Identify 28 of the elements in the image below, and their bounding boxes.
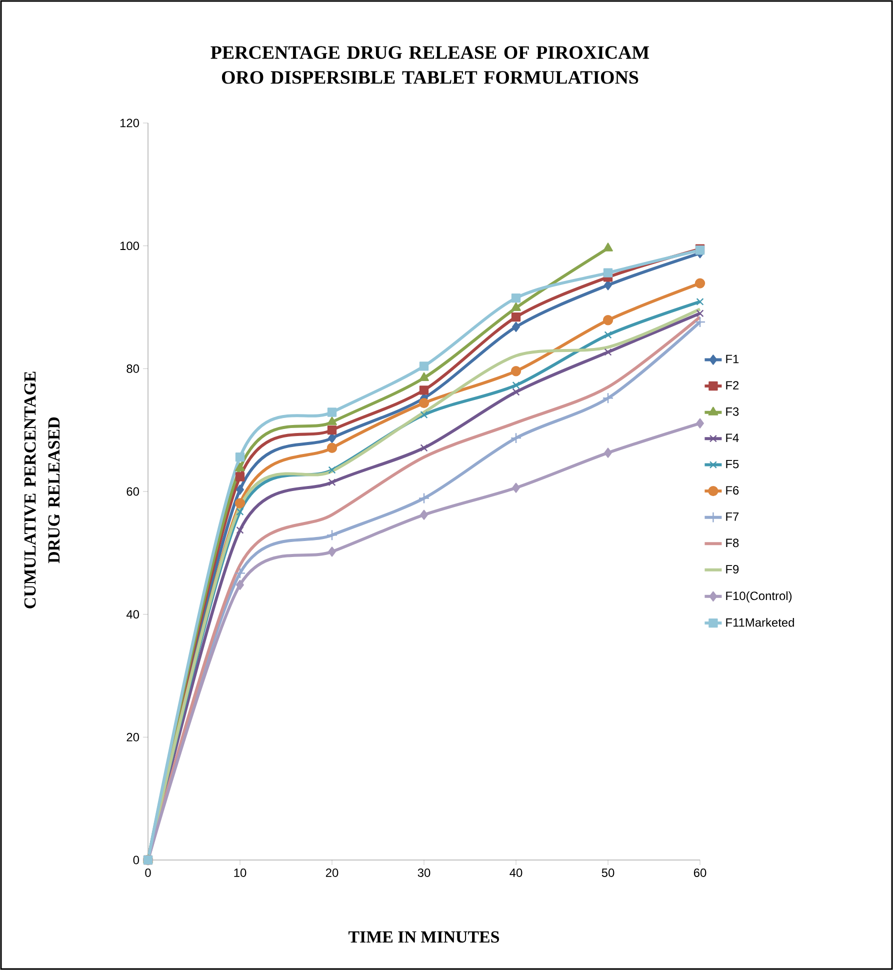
y-tick-label: 20: [126, 732, 140, 742]
legend-label: F11Marketed: [726, 618, 794, 627]
y-tick-label: 80: [126, 364, 140, 373]
x-tick-label: 40: [510, 868, 522, 877]
x-tick-label: 0: [145, 868, 151, 877]
y-tick-label: 60: [126, 487, 140, 496]
x-tick-label: 20: [326, 868, 338, 877]
y-tick-label: 100: [120, 242, 140, 250]
y-tick-label: 40: [126, 610, 140, 619]
legend-label: F6: [726, 486, 739, 495]
legend-label: F10(Control): [726, 591, 792, 602]
legend-label: F3: [726, 407, 739, 416]
legend-label: F5: [726, 460, 739, 468]
x-tick-label: 60: [694, 868, 706, 877]
y-tick-label: 0: [133, 856, 140, 864]
x-tick-label: 30: [418, 868, 430, 877]
x-axis-title: TIME IN MINUTES: [348, 931, 500, 943]
x-tick-label: 50: [602, 868, 614, 877]
legend-label: F1: [726, 354, 739, 364]
y-tick-label: 120: [120, 118, 140, 128]
y-axis-title: CUMULATIVE PERCENTAGE DRUG RELEASED: [24, 372, 60, 608]
x-tick-label: 10: [234, 868, 246, 877]
legend-label: F9: [726, 565, 739, 574]
legend-label: F8: [726, 538, 739, 548]
legend-label: F4: [726, 434, 739, 442]
chart-title: PERCENTAGE DRUG RELEASE OF PIROXICAM ORO DISPERSIBLE TABLET FORMULATIONS: [210, 46, 650, 84]
legend-label: F7: [726, 512, 739, 521]
legend-label: F2: [726, 381, 739, 390]
